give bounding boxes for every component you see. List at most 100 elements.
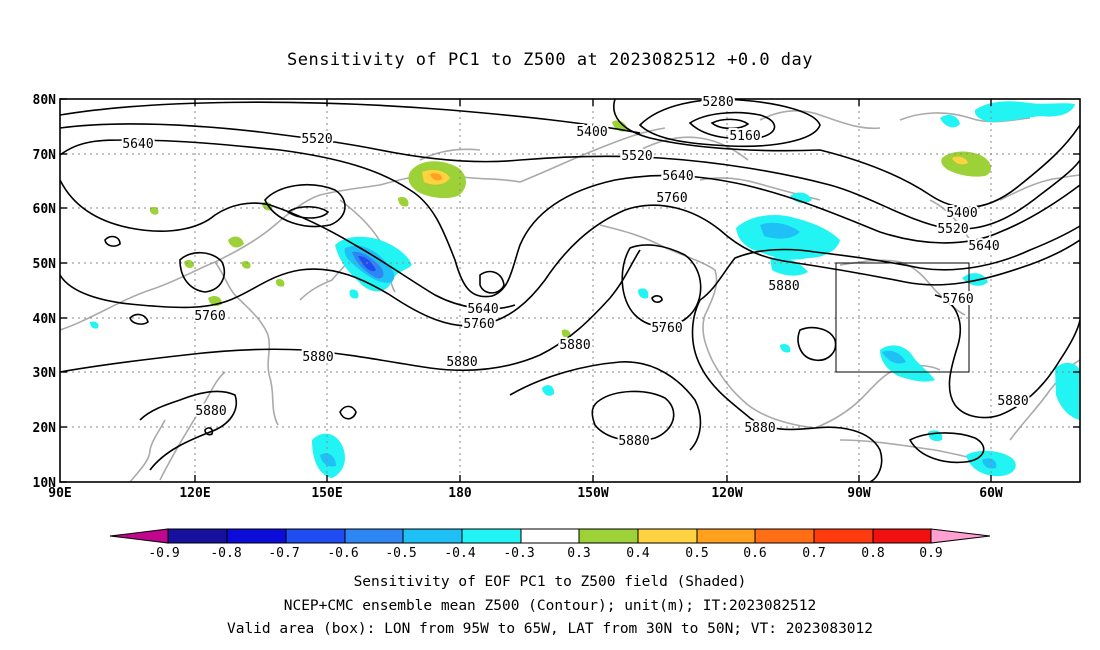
contour-label: 5880	[744, 421, 775, 436]
contour-label: 5880	[768, 279, 799, 294]
colorbar-label: 0.4	[626, 546, 650, 561]
lat-label-80n: 80N	[33, 93, 57, 108]
axis-ticks	[60, 98, 1080, 483]
contour-5880-g	[339, 405, 357, 420]
caption-valid-area: Valid area (box): LON from 95W to 65W, L…	[226, 621, 873, 637]
contour-5760-h	[129, 313, 149, 325]
contour-label: 5880	[446, 355, 477, 370]
contour-5760-g	[104, 235, 121, 247]
contour-5880-b	[699, 225, 1080, 301]
contour-5760-a	[60, 204, 1080, 327]
contour-label: 5400	[946, 206, 977, 221]
lon-label-120e: 120E	[179, 486, 210, 501]
colorbar-labels: -0.9 -0.8 -0.7 -0.6 -0.5 -0.4 -0.3 0.3 0…	[148, 546, 942, 561]
caption-shading: Sensitivity of EOF PC1 to Z500 field (Sh…	[353, 574, 747, 590]
sensitivity-shading	[90, 101, 1080, 478]
colorbar-cell	[813, 528, 874, 544]
contour-label: 5880	[997, 394, 1028, 409]
colorbar-high-arrow	[930, 528, 991, 544]
contour-5880-a	[60, 249, 641, 373]
lat-label-40n: 40N	[33, 312, 57, 327]
colorbar-cell	[637, 528, 698, 544]
longitude-labels: 90E 120E 150E 180 150W 120W 90W 60W	[48, 486, 1003, 501]
colorbar-cell	[520, 528, 580, 544]
latitude-labels: 80N 70N 60N 50N 40N 30N 20N 10N	[33, 93, 57, 491]
colorbar-label: 0.6	[743, 546, 766, 561]
contour-5760-d	[179, 251, 226, 293]
contour-label: 5640	[968, 239, 999, 254]
lon-label-150e: 150E	[311, 486, 342, 501]
contour-label: 5400	[576, 125, 607, 140]
contour-labels: 5280 5160 5400 5400 5520 5520 5520 5640 …	[120, 93, 1030, 451]
contour-5640-b	[60, 179, 516, 310]
contour-label: 5880	[302, 350, 333, 365]
colorbar-label: -0.9	[148, 546, 179, 561]
lat-label-20n: 20N	[33, 421, 57, 436]
lat-label-70n: 70N	[33, 148, 57, 163]
contour-5880-d	[509, 361, 702, 451]
colorbar-label: -0.8	[210, 546, 241, 561]
contour-5280	[638, 99, 821, 148]
contour-5400-b	[613, 99, 1080, 209]
colorbar-cell	[285, 528, 346, 544]
contour-5880-f	[797, 326, 837, 362]
contour-5160	[688, 111, 776, 140]
lon-label-90w: 90W	[847, 486, 871, 501]
contour-5640-a	[60, 139, 1080, 298]
colorbar-cell	[696, 528, 756, 544]
contour-label: 5520	[937, 222, 968, 237]
colorbar	[109, 528, 991, 544]
contour-5880-e	[591, 390, 675, 442]
contour-label: 5880	[618, 434, 649, 449]
colorbar-cell	[167, 528, 228, 544]
lon-label-60w: 60W	[979, 486, 1003, 501]
contour-label: 5520	[301, 132, 332, 147]
map-title: Sensitivity of PC1 to Z500 at 2023082512…	[286, 50, 813, 70]
contour-5880-i	[204, 427, 214, 436]
contour-5880-h	[139, 390, 237, 471]
contour-label: 5520	[621, 149, 652, 164]
positive-shading	[149, 120, 992, 339]
colorbar-label: 0.8	[861, 546, 884, 561]
contour-5400-a	[60, 101, 641, 134]
contour-5760-b	[621, 244, 702, 327]
contour-5880-c	[691, 299, 883, 482]
plot-frame	[59, 98, 1081, 483]
colorbar-label: -0.4	[444, 546, 475, 561]
contour-label: 5640	[467, 302, 498, 317]
colorbar-label: -0.6	[327, 546, 358, 561]
colorbar-label: -0.5	[385, 546, 416, 561]
contour-label: 5760	[942, 292, 973, 307]
contour-5520	[60, 123, 1080, 230]
colorbar-cell	[578, 528, 639, 544]
colorbar-label: 0.9	[919, 546, 942, 561]
contour-label: 5640	[122, 137, 153, 152]
z500-contours	[60, 99, 1080, 482]
contour-5760-i	[651, 295, 663, 303]
lat-label-30n: 30N	[33, 366, 57, 381]
contour-5880-k	[908, 432, 985, 464]
strong-negative-shading	[320, 222, 997, 469]
contour-label: 5760	[194, 309, 225, 324]
colorbar-cell	[226, 528, 287, 544]
lat-label-60n: 60N	[33, 202, 57, 217]
colorbar-cell	[402, 528, 463, 544]
colorbar-cell	[344, 528, 404, 544]
colorbar-label: -0.3	[503, 546, 534, 561]
contour-label: 5160	[729, 129, 760, 144]
colorbar-label: 0.3	[567, 546, 590, 561]
colorbar-label: 0.7	[802, 546, 825, 561]
contour-5160-inner	[710, 118, 750, 130]
contour-5760-f	[264, 184, 346, 228]
colorbar-low-arrow	[109, 528, 169, 544]
colorbar-cell	[754, 528, 815, 544]
contour-label: 5640	[662, 169, 693, 184]
lon-label-120w: 120W	[711, 486, 742, 501]
contour-label: 5760	[656, 191, 687, 206]
contour-label: 5280	[702, 95, 733, 110]
colorbar-cell	[461, 528, 522, 544]
lon-label-90e: 90E	[48, 486, 71, 501]
lon-label-150w: 150W	[577, 486, 608, 501]
lon-label-180: 180	[448, 486, 472, 501]
